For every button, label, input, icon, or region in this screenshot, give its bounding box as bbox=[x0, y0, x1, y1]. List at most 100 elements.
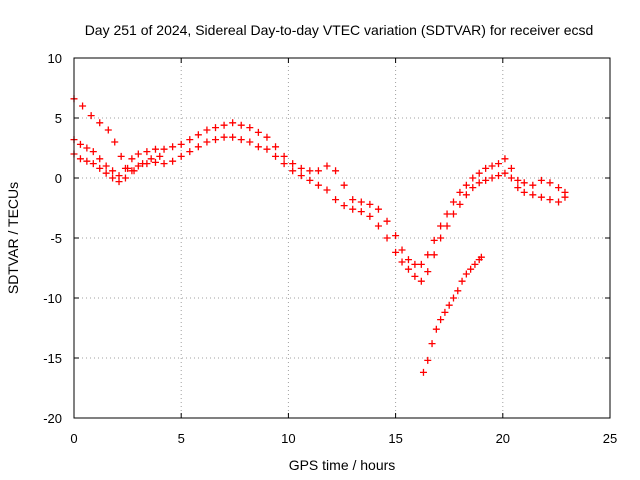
data-point bbox=[169, 157, 177, 165]
chart-title: Day 251 of 2024, Sidereal Day-to-day VTE… bbox=[85, 22, 594, 38]
data-point bbox=[280, 160, 288, 168]
data-point bbox=[501, 169, 509, 177]
data-point bbox=[432, 325, 440, 333]
data-point bbox=[263, 145, 271, 153]
data-point bbox=[419, 368, 427, 376]
data-point bbox=[404, 265, 412, 273]
data-point bbox=[203, 126, 211, 134]
x-tick-label: 5 bbox=[178, 431, 185, 446]
data-point bbox=[488, 174, 496, 182]
data-point bbox=[134, 162, 142, 170]
data-point bbox=[212, 136, 220, 144]
data-point bbox=[96, 155, 104, 163]
y-tick-label: 10 bbox=[48, 51, 62, 66]
data-point bbox=[332, 196, 340, 204]
data-point bbox=[272, 143, 280, 151]
data-point bbox=[83, 144, 91, 152]
data-point bbox=[392, 248, 400, 256]
data-point bbox=[454, 287, 462, 295]
data-point bbox=[398, 246, 406, 254]
data-point bbox=[507, 174, 515, 182]
data-point bbox=[115, 172, 123, 180]
data-point bbox=[102, 169, 110, 177]
data-point bbox=[462, 181, 470, 189]
data-point bbox=[115, 178, 123, 186]
data-point bbox=[314, 181, 322, 189]
data-point bbox=[514, 184, 522, 192]
data-point bbox=[297, 164, 305, 172]
data-point bbox=[104, 126, 112, 134]
data-point bbox=[289, 160, 297, 168]
data-point bbox=[306, 176, 314, 184]
x-tick-label: 25 bbox=[603, 431, 617, 446]
data-point bbox=[212, 124, 220, 132]
data-point bbox=[462, 270, 470, 278]
grid bbox=[74, 58, 610, 418]
x-tick-label: 10 bbox=[281, 431, 295, 446]
data-point bbox=[475, 169, 483, 177]
data-point bbox=[96, 164, 104, 172]
data-point bbox=[254, 128, 262, 136]
data-point bbox=[467, 265, 475, 273]
y-tick-label: 0 bbox=[55, 171, 62, 186]
data-point bbox=[194, 131, 202, 139]
data-point bbox=[194, 143, 202, 151]
data-point bbox=[124, 164, 132, 172]
data-point bbox=[306, 167, 314, 175]
data-point bbox=[443, 210, 451, 218]
data-point bbox=[89, 148, 97, 156]
data-point bbox=[529, 191, 537, 199]
data-point bbox=[546, 196, 554, 204]
data-point bbox=[437, 234, 445, 242]
data-point bbox=[102, 162, 110, 170]
data-point bbox=[323, 162, 331, 170]
data-point bbox=[424, 356, 432, 364]
data-point bbox=[340, 181, 348, 189]
data-point bbox=[495, 160, 503, 168]
data-point bbox=[456, 200, 464, 208]
data-point bbox=[117, 152, 125, 160]
data-point bbox=[130, 167, 138, 175]
data-point bbox=[143, 148, 151, 156]
data-point bbox=[177, 140, 185, 148]
y-tick-label: -20 bbox=[43, 411, 62, 426]
data-point bbox=[229, 133, 237, 141]
data-point bbox=[462, 191, 470, 199]
data-point bbox=[546, 179, 554, 187]
data-point bbox=[411, 272, 419, 280]
data-point bbox=[147, 155, 155, 163]
x-axis-label: GPS time / hours bbox=[289, 457, 396, 473]
data-point bbox=[458, 277, 466, 285]
data-point bbox=[482, 176, 490, 184]
data-point bbox=[520, 188, 528, 196]
data-point bbox=[471, 260, 479, 268]
data-point bbox=[349, 205, 357, 213]
series-track-1 bbox=[70, 133, 569, 285]
data-point bbox=[366, 200, 374, 208]
data-point bbox=[76, 155, 84, 163]
data-point bbox=[237, 121, 245, 129]
data-point bbox=[323, 186, 331, 194]
data-point bbox=[445, 301, 453, 309]
data-point bbox=[96, 119, 104, 127]
data-point bbox=[177, 152, 185, 160]
data-point bbox=[537, 193, 545, 201]
data-point bbox=[477, 253, 485, 261]
data-point bbox=[488, 162, 496, 170]
data-point bbox=[111, 138, 119, 146]
data-point bbox=[220, 121, 228, 129]
data-point bbox=[109, 174, 117, 182]
data-point bbox=[128, 155, 136, 163]
data-point bbox=[160, 160, 168, 168]
data-point bbox=[475, 179, 483, 187]
data-point bbox=[383, 217, 391, 225]
data-point bbox=[280, 152, 288, 160]
y-tick-label: 5 bbox=[55, 111, 62, 126]
data-point bbox=[263, 133, 271, 141]
data-point bbox=[443, 222, 451, 230]
data-point bbox=[374, 222, 382, 230]
data-point bbox=[469, 184, 477, 192]
y-axis-label: SDTVAR / TECUs bbox=[5, 182, 21, 294]
data-point bbox=[169, 143, 177, 151]
series-track-2 bbox=[70, 119, 569, 268]
